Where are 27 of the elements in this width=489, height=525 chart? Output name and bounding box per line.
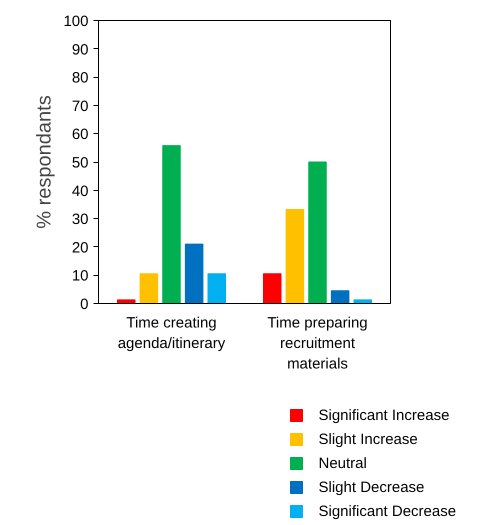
y-tick-label: 90 — [72, 41, 89, 58]
x-tick-label: Time preparing recruitment materials — [267, 314, 368, 372]
bar — [308, 162, 327, 304]
y-tick-label: 0 — [80, 296, 88, 313]
bar — [184, 244, 204, 304]
x-tick-label: Time creating agenda/itinerary — [118, 314, 226, 352]
y-tick-label: 20 — [72, 239, 89, 256]
legend-label: Slight Increase — [318, 431, 418, 448]
y-tick-label: 50 — [72, 154, 89, 172]
bar — [286, 209, 304, 304]
legend-label: Significant Decrease — [318, 503, 456, 520]
y-axis-title: % respondants — [33, 95, 56, 229]
legend-label: Slight Decrease — [318, 479, 424, 496]
bar — [208, 273, 226, 304]
bar — [262, 273, 282, 304]
y-tick-label: 100 — [63, 13, 89, 30]
bar — [140, 273, 158, 304]
legend-label: Significant Increase — [318, 407, 450, 424]
y-tick-label: 30 — [72, 211, 89, 228]
y-tick-label: 40 — [72, 182, 89, 200]
bar — [330, 290, 350, 304]
y-tick-label: 60 — [72, 126, 89, 144]
legend-label: Neutral — [318, 455, 367, 472]
y-tick-label: 70 — [72, 98, 89, 115]
y-tick-label: 80 — [72, 70, 89, 87]
y-tick-label: 10 — [72, 268, 89, 285]
bar — [162, 145, 181, 304]
